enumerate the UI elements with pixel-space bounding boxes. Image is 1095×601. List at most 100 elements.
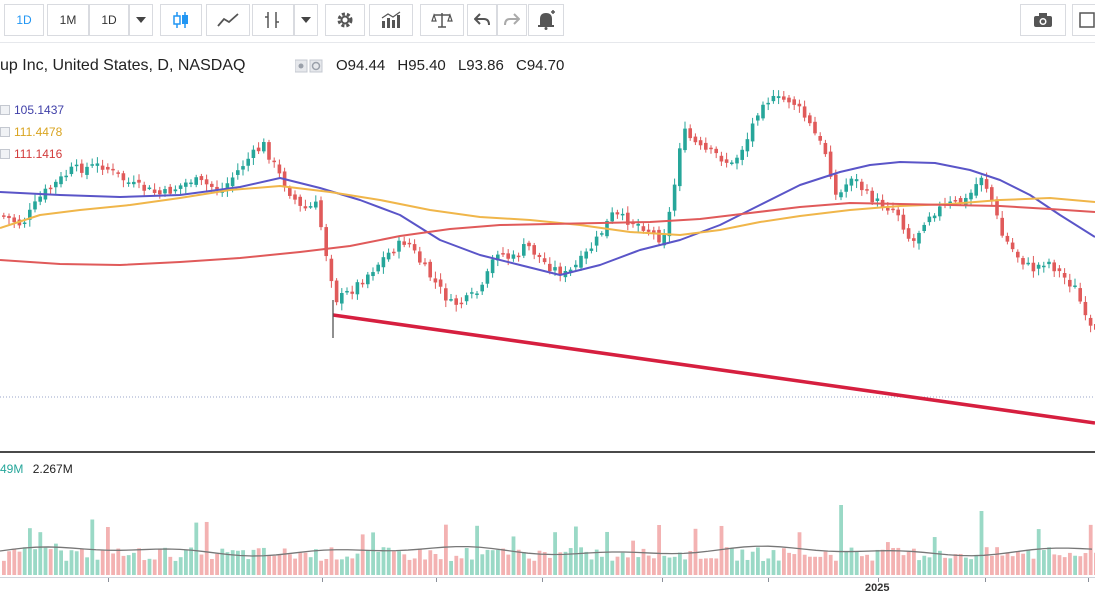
ma-legend-row[interactable]: 111.1416 [0, 147, 62, 161]
volume-bar [584, 551, 589, 575]
candle-body [1010, 242, 1015, 250]
volume-bar [106, 527, 110, 575]
candle-body [683, 128, 687, 151]
volume-bar [813, 556, 817, 575]
fullscreen-button[interactable] [1072, 4, 1095, 36]
volume-bar [605, 531, 609, 575]
candle-body [438, 279, 443, 287]
volume-bar [199, 554, 204, 575]
compare-button[interactable] [369, 4, 413, 36]
volume-bar [80, 548, 84, 575]
volume-bar [641, 548, 646, 575]
candle-body [199, 176, 204, 181]
volume-bar [735, 560, 739, 575]
candle-body [262, 142, 266, 152]
volume-bar [407, 559, 412, 575]
volume-chart[interactable] [0, 453, 1095, 577]
volume-pane[interactable] [0, 453, 1095, 577]
volume-bar [808, 556, 812, 575]
candle-body [636, 223, 640, 226]
ma-toggle-icon[interactable] [0, 127, 10, 137]
interval-1d-button[interactable]: 1D [4, 4, 44, 36]
volume-bar [236, 550, 240, 575]
volume-bar [1052, 554, 1057, 575]
volume-bar [241, 550, 245, 575]
interval-dropdown-button[interactable] [129, 4, 153, 36]
volume-bar [870, 560, 875, 575]
alert-bell-icon [538, 10, 555, 30]
volume-bar [501, 548, 505, 575]
volume-bar [693, 528, 698, 575]
candle-body [433, 278, 438, 283]
redo-button[interactable] [497, 4, 527, 36]
volume-bar [277, 553, 282, 575]
candle-body [823, 142, 828, 155]
candle-body [839, 192, 843, 198]
candle-body [828, 151, 833, 177]
scale-button[interactable] [420, 4, 464, 36]
volume-bar [329, 547, 334, 575]
alert-button[interactable] [528, 4, 564, 36]
volume-bar [438, 559, 443, 575]
candle-body [241, 166, 245, 170]
volume-bar [906, 551, 911, 575]
time-axis-tick [662, 578, 663, 582]
candle-body [1083, 301, 1088, 316]
time-axis-tick [1088, 578, 1089, 582]
volume-bar [698, 558, 703, 575]
low-value: L93.86 [457, 57, 504, 74]
candle-body [95, 163, 100, 166]
candles-style-button[interactable] [160, 4, 202, 36]
volume-bar [516, 549, 521, 575]
candle-body [1047, 261, 1051, 265]
candle-body [475, 293, 479, 295]
price-pane[interactable] [0, 43, 1095, 451]
volume-bar [111, 553, 115, 575]
price-chart[interactable] [0, 43, 1095, 451]
undo-button[interactable] [467, 4, 497, 36]
volume-bar [210, 558, 214, 575]
indicators-dropdown-button[interactable] [294, 4, 318, 36]
volume-bar [574, 526, 578, 575]
volume-bar [1031, 558, 1036, 575]
ma-legend-row[interactable]: 105.1437 [0, 103, 64, 117]
open-value: O94.44 [336, 57, 386, 74]
legend-eye-icon[interactable] [295, 59, 325, 73]
candle-body [678, 148, 682, 187]
candle-body [33, 201, 37, 210]
candle-body [1057, 268, 1062, 272]
time-axis-tick [768, 578, 769, 582]
volume-bar [204, 521, 209, 575]
volume-bar [350, 558, 355, 575]
volume-bar [600, 556, 604, 575]
time-axis[interactable]: 2025 [0, 577, 1095, 601]
volume-bar [922, 555, 927, 575]
volume-bar [636, 557, 641, 575]
settings-button[interactable] [325, 4, 365, 36]
caret-down-icon [136, 17, 146, 23]
trendline [332, 313, 1095, 425]
indicators-button[interactable] [252, 4, 294, 36]
fullscreen-icon [1079, 12, 1095, 28]
pane-divider[interactable] [0, 451, 1095, 453]
candle-body [932, 215, 937, 219]
volume-bar [938, 550, 942, 575]
line-chart-button[interactable] [206, 4, 250, 36]
ma-toggle-icon[interactable] [0, 149, 10, 159]
candle-body [298, 196, 302, 206]
interval-1d-alt-button[interactable]: 1D [89, 4, 129, 36]
candle-body [423, 262, 427, 265]
volume-bar [412, 558, 417, 575]
interval-1m-button[interactable]: 1M [47, 4, 89, 36]
candle-body [194, 177, 198, 185]
volume-bar [844, 551, 849, 575]
volume-bar [932, 537, 937, 575]
ma-toggle-icon[interactable] [0, 105, 10, 115]
snapshot-button[interactable] [1020, 4, 1066, 36]
candle-body [1052, 262, 1056, 272]
volume-bar [402, 554, 407, 575]
volume-bar [958, 553, 963, 575]
candle-body [392, 251, 396, 254]
volume-bar [537, 550, 542, 575]
ma-legend-row[interactable]: 111.4478 [0, 125, 62, 139]
